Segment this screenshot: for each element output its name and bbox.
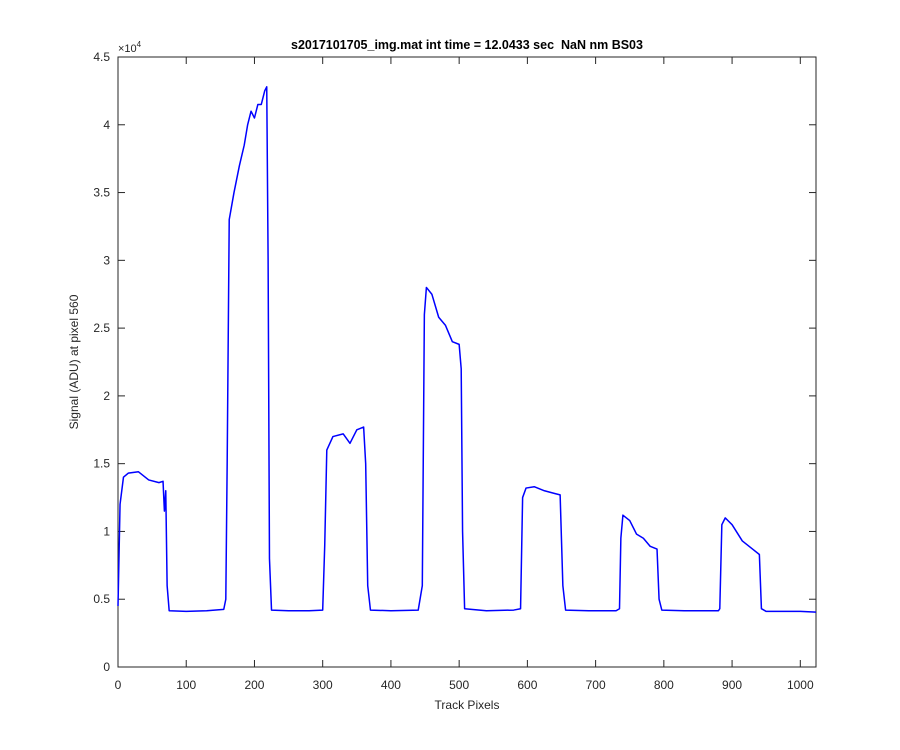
x-axis-label: Track Pixels [435,698,500,712]
y-axis-label: Signal (ADU) at pixel 560 [67,294,81,429]
y-tick-label: 4.5 [93,50,110,64]
y-multiplier: ×104 [118,40,142,55]
y-tick-label: 3 [103,253,110,267]
x-tick-label: 0 [115,678,122,692]
x-tick-label: 600 [517,678,537,692]
y-tick-label: 0.5 [93,592,110,606]
axes-box [117,56,817,668]
x-tick-label: 900 [722,678,742,692]
x-tick-label: 500 [449,678,469,692]
x-tick-label: 200 [244,678,264,692]
y-tick-label: 1.5 [93,457,110,471]
x-tick-label: 400 [381,678,401,692]
y-multiplier-base: ×10 [118,43,137,55]
y-tick-label: 2 [103,389,110,403]
y-tick-label: 1 [103,524,110,538]
signal-line [117,86,817,613]
y-multiplier-exponent: 4 [137,40,142,49]
x-tick-label: 100 [176,678,196,692]
y-tick-label: 2.5 [93,321,110,335]
y-tick-label: 4 [103,118,110,132]
x-tick-label: 800 [654,678,674,692]
y-tick-label: 0 [103,660,110,674]
x-tick-label: 1000 [787,678,814,692]
x-tick-label: 700 [586,678,606,692]
x-tick-label: 300 [313,678,333,692]
y-tick-label: 3.5 [93,186,110,200]
chart-title: s2017101705_img.mat int time = 12.0433 s… [291,38,643,52]
